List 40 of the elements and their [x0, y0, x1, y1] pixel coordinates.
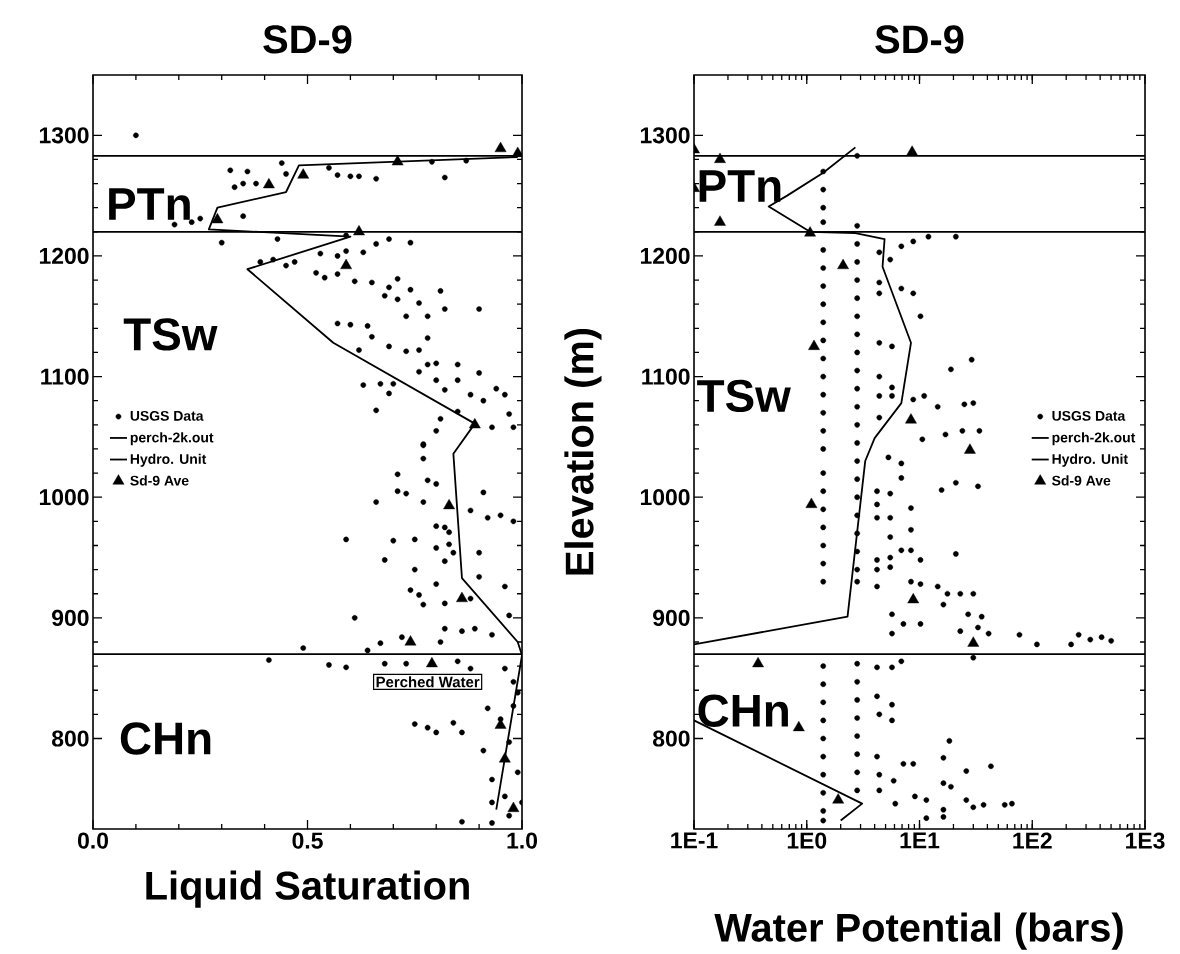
y-tick-label: 900 [653, 609, 690, 626]
y-tick-label: 800 [652, 730, 690, 747]
x-axis-title: Liquid Saturation [146, 870, 469, 908]
legend-label: perch-2k.out [1052, 432, 1136, 446]
y-tick-label: 1100 [41, 368, 89, 385]
x-tick-label: 0.5 [292, 832, 323, 849]
annotation: PTn [109, 188, 190, 220]
annotation: TSw [697, 379, 791, 413]
y-tick-label: 1200 [640, 247, 690, 265]
chart-title: SD-9 [263, 25, 352, 54]
legend-label: USGS Data [1052, 410, 1126, 421]
x-tick-label: 1E1 [900, 832, 940, 849]
legend-label: Sd-9 Ave [130, 475, 189, 486]
annotation: PTn [699, 170, 781, 202]
legend-label: Hydro. Unit [130, 453, 207, 467]
annotation: CHn [120, 722, 211, 755]
annotation: CHn [698, 694, 788, 727]
y-tick-label: 800 [51, 730, 89, 747]
x-tick-label: 1E0 [787, 832, 827, 849]
x-tick-label: 1.0 [507, 832, 538, 849]
legend-label: USGS Data [130, 410, 204, 421]
y-tick-label: 1300 [39, 127, 89, 144]
y-tick-label: 1300 [640, 127, 690, 144]
y-tick-label: 1000 [640, 489, 690, 506]
annotation: TSw [123, 318, 218, 351]
y-tick-label: 1100 [642, 368, 690, 385]
y-tick-label: 1000 [39, 489, 89, 506]
annotation: Perched Water [376, 676, 480, 688]
chart-title: SD-9 [875, 25, 964, 54]
x-tick-label: 0.0 [77, 832, 108, 849]
x-tick-label: 1E3 [1126, 832, 1165, 849]
x-tick-label: 1E-1 [671, 832, 718, 849]
legend-label: Sd-9 Ave [1052, 475, 1111, 486]
x-axis-title: Water Potential (bars) [714, 912, 1123, 950]
legend-label: perch-2k.out [130, 432, 214, 446]
x-tick-label: 1E2 [1013, 832, 1052, 849]
y-tick-label: 1200 [39, 247, 89, 265]
legend-label: Hydro. Unit [1052, 453, 1128, 467]
y-axis-title: Elevation (m) [564, 328, 602, 575]
y-tick-label: 900 [52, 609, 89, 626]
